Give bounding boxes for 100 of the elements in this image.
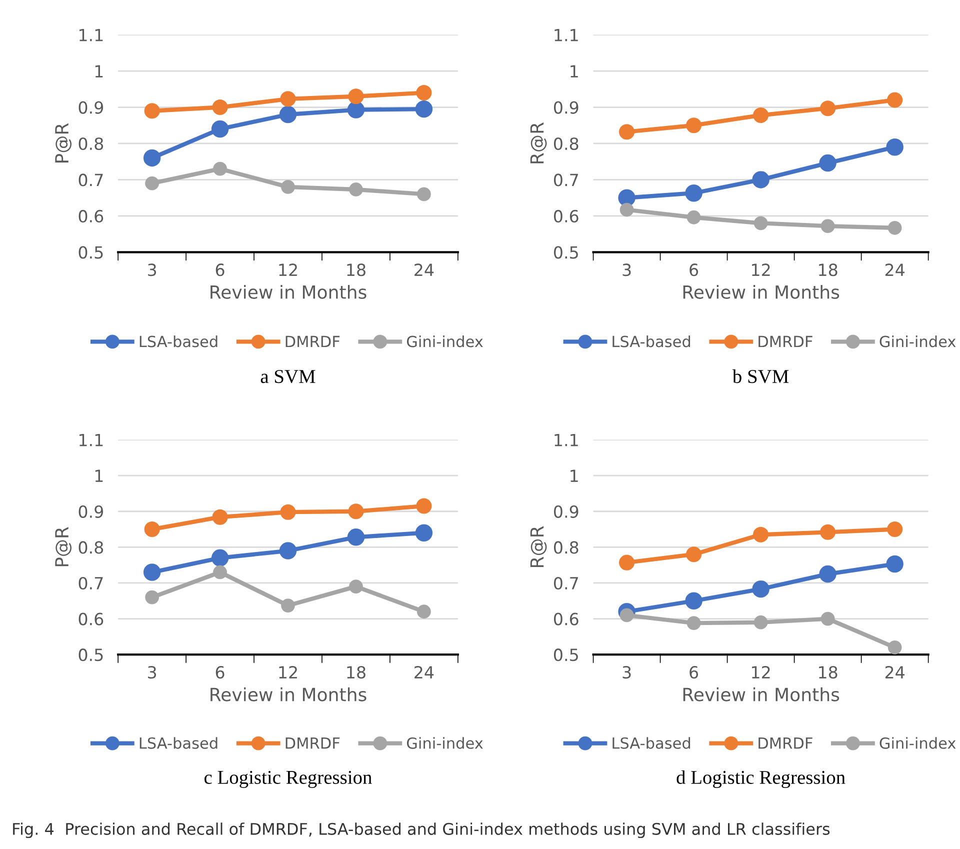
point — [819, 154, 836, 172]
y-tick-label: 0.6 — [554, 612, 578, 626]
y-tick-label: 0.9 — [554, 101, 578, 114]
y-axis-title: R@R — [530, 526, 547, 567]
point — [416, 604, 431, 619]
point — [685, 592, 702, 610]
legend-label: LSA-based — [140, 737, 218, 749]
x-tick-label: 18 — [347, 264, 366, 276]
point — [415, 100, 433, 118]
x-tick-label: 24 — [414, 264, 434, 276]
legend-label: LSA-based — [612, 335, 690, 348]
point — [686, 616, 701, 630]
x-tick-label: 12 — [279, 666, 297, 678]
point — [620, 202, 634, 217]
y-tick-label: 0.6 — [554, 210, 578, 222]
y-tick-label: 1 — [95, 65, 103, 78]
y-axis-title: R@R — [530, 122, 547, 164]
point — [349, 580, 363, 594]
point — [820, 612, 835, 626]
point — [887, 92, 903, 108]
point — [416, 187, 431, 202]
y-tick-label: 0.9 — [554, 505, 578, 518]
x-tick-label: 6 — [690, 264, 698, 276]
x-tick-label: 24 — [885, 666, 904, 678]
legend-label: Gini-index — [880, 335, 956, 348]
x-tick-label: 12 — [279, 264, 297, 276]
point — [888, 640, 902, 654]
y-tick-label: 0.5 — [78, 648, 103, 662]
point — [820, 524, 836, 540]
point — [820, 100, 836, 116]
point — [820, 219, 835, 234]
point — [213, 162, 227, 176]
x-tick-label: 18 — [347, 666, 366, 679]
y-tick-label: 0.6 — [78, 210, 104, 222]
point — [685, 184, 702, 202]
y-tick-label: 0.9 — [78, 101, 104, 114]
x-tick-label: 24 — [414, 666, 434, 678]
point — [620, 608, 634, 622]
point — [753, 526, 769, 542]
point — [281, 598, 295, 612]
point — [887, 522, 903, 538]
point — [415, 524, 433, 542]
y-tick-label: 1.1 — [80, 434, 103, 446]
y-tick-label: 0.5 — [78, 246, 103, 259]
x-axis-title: Review in Months — [683, 687, 840, 702]
point — [752, 580, 770, 598]
point — [349, 182, 363, 196]
point — [281, 180, 295, 194]
point — [347, 528, 365, 546]
point — [754, 216, 768, 230]
x-tick-label: 6 — [690, 666, 698, 679]
legend-label: Gini-index — [880, 737, 956, 749]
legend-label: LSA-based — [612, 737, 690, 749]
y-tick-label: 1.1 — [554, 434, 578, 446]
point — [213, 565, 227, 580]
text: b SVM — [732, 369, 789, 384]
point — [754, 615, 768, 630]
point — [888, 220, 902, 235]
y-tick-label: 0.8 — [78, 137, 104, 150]
point — [753, 107, 769, 124]
legend-label: DMRDF — [286, 336, 340, 348]
point — [145, 176, 160, 190]
legend-label: DMRDF — [758, 336, 812, 348]
point — [211, 120, 229, 138]
y-tick-label: 0.9 — [78, 505, 104, 518]
x-tick-label: 3 — [622, 264, 631, 276]
x-tick-label: 24 — [885, 264, 904, 276]
y-tick-label: 0.7 — [78, 576, 103, 590]
y-tick-label: 0.5 — [554, 246, 578, 259]
y-tick-label: 0.8 — [554, 541, 578, 554]
y-tick-label: 0.8 — [554, 137, 578, 150]
legend-label: DMRDF — [286, 738, 340, 749]
point — [819, 565, 836, 583]
x-tick-label: 6 — [216, 264, 224, 276]
point — [686, 546, 702, 562]
y-tick-label: 1.1 — [554, 28, 578, 42]
y-tick-label: 1 — [570, 470, 578, 482]
y-tick-label: 0.7 — [554, 576, 578, 590]
legend-label: LSA-based — [140, 335, 218, 348]
legend-label: DMRDF — [758, 738, 812, 749]
point — [145, 590, 160, 604]
point — [886, 138, 904, 156]
x-tick-label: 12 — [752, 666, 770, 678]
point — [348, 504, 364, 520]
point — [279, 542, 297, 560]
point — [144, 522, 160, 538]
y-tick-label: 0.6 — [78, 612, 104, 626]
y-tick-label: 1 — [95, 470, 103, 482]
point — [686, 210, 701, 224]
x-tick-label: 6 — [216, 666, 224, 679]
point — [212, 509, 228, 525]
y-tick-label: 0.7 — [554, 174, 578, 186]
point — [144, 103, 160, 119]
y-tick-label: 0.5 — [554, 648, 578, 662]
y-axis-title: P@R — [55, 123, 72, 162]
y-tick-label: 1 — [570, 65, 578, 78]
text: c Logistic Regression — [204, 770, 372, 788]
x-tick-label: 3 — [622, 666, 631, 679]
point — [143, 564, 161, 581]
point — [416, 498, 432, 514]
